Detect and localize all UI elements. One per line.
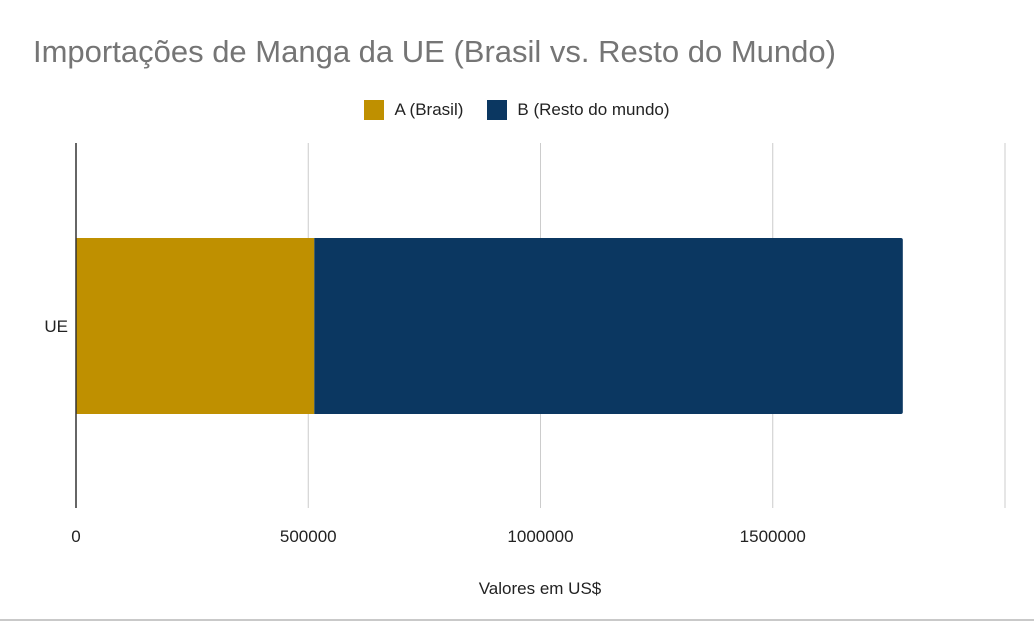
x-tick-label-0: 0 bbox=[71, 527, 80, 546]
legend-label-a: A (Brasil) bbox=[394, 100, 464, 119]
legend-item-a: A (Brasil) bbox=[364, 100, 463, 120]
legend-item-b: B (Resto do mundo) bbox=[487, 100, 670, 120]
category-label: UE bbox=[44, 317, 68, 336]
legend-swatch-b bbox=[487, 100, 508, 120]
x-tick-label-3: 1500000 bbox=[740, 527, 806, 546]
bottom-border bbox=[0, 619, 1034, 621]
legend-swatch-a bbox=[364, 100, 385, 120]
chart-title: Importações de Manga da UE (Brasil vs. R… bbox=[33, 34, 836, 69]
legend-label-b: B (Resto do mundo) bbox=[517, 100, 670, 119]
legend: A (Brasil) B (Resto do mundo) bbox=[0, 100, 1034, 120]
bar-segment-0 bbox=[76, 238, 315, 414]
bar-segment-1 bbox=[314, 238, 903, 414]
x-tick-label-1: 500000 bbox=[280, 527, 337, 546]
x-tick-label-2: 1000000 bbox=[507, 527, 573, 546]
x-axis-title: Valores em US$ bbox=[478, 579, 602, 598]
